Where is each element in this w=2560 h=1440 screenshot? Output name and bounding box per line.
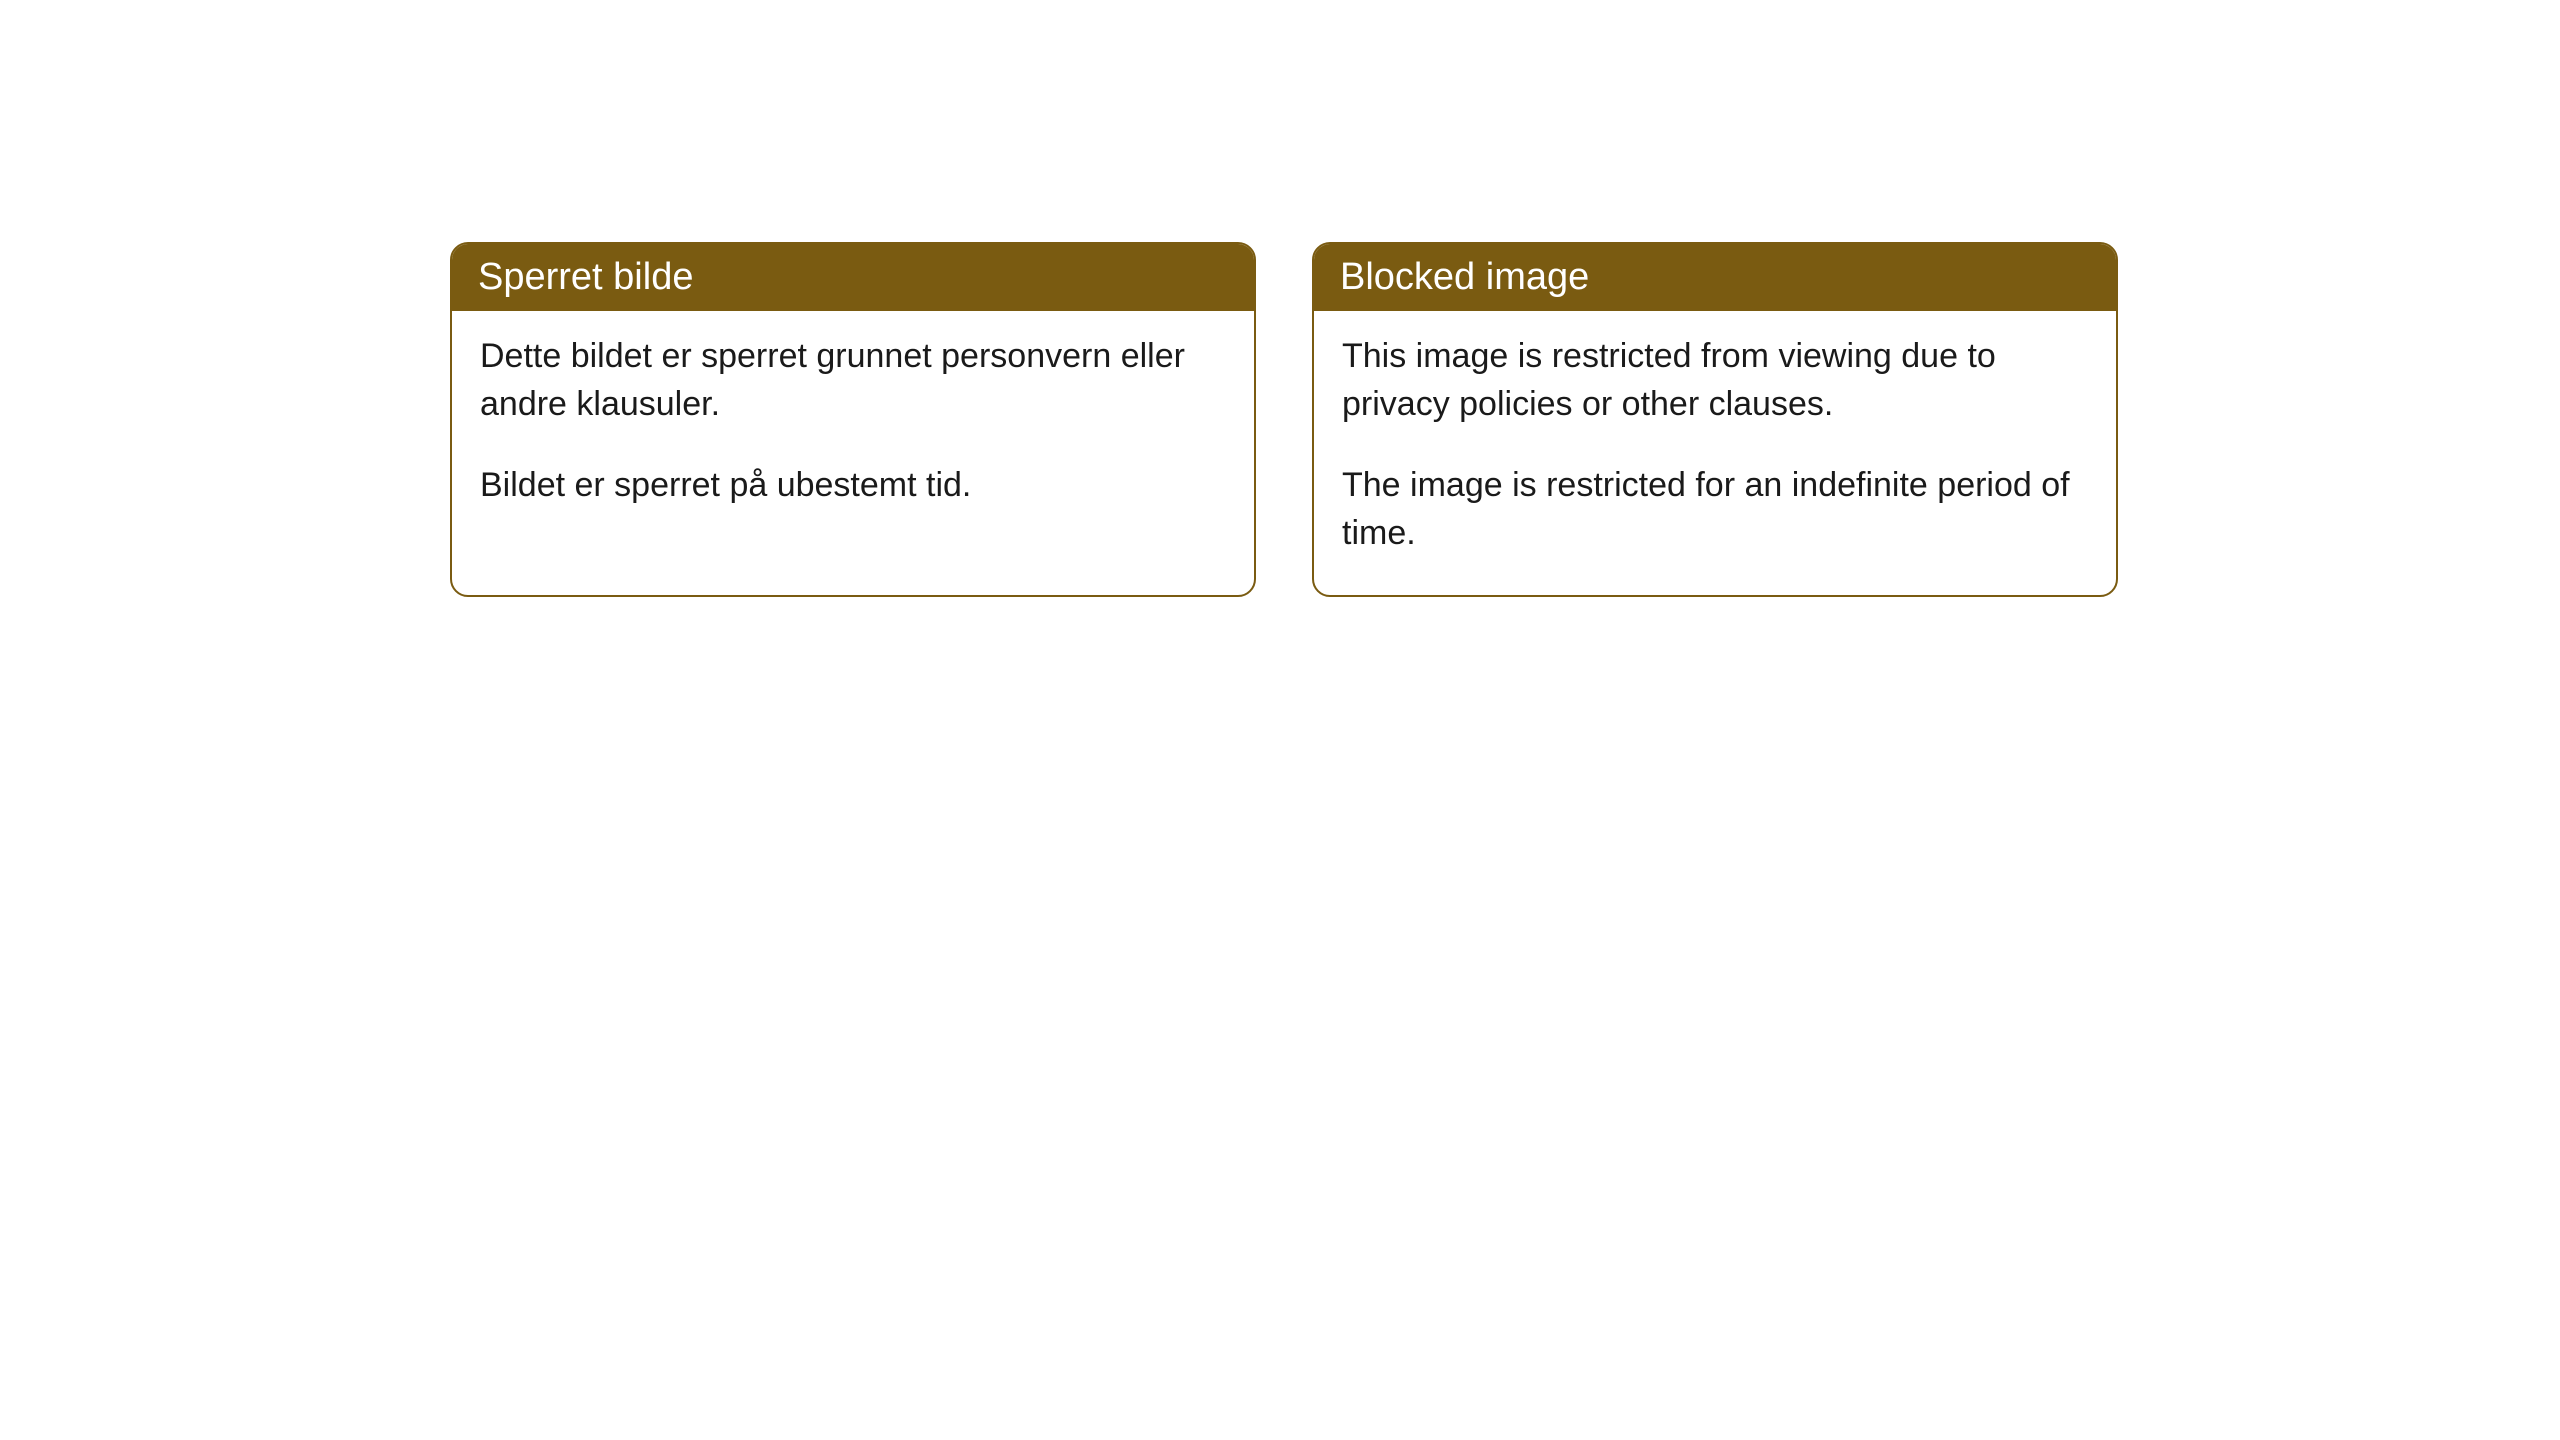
card-header: Sperret bilde: [452, 244, 1254, 311]
card-paragraph: The image is restricted for an indefinit…: [1342, 462, 2088, 557]
card-title: Sperret bilde: [478, 256, 693, 298]
blocked-image-card-norwegian: Sperret bilde Dette bildet er sperret gr…: [450, 242, 1256, 597]
card-body: This image is restricted from viewing du…: [1314, 311, 2116, 595]
cards-container: Sperret bilde Dette bildet er sperret gr…: [0, 0, 2560, 597]
card-paragraph: Dette bildet er sperret grunnet personve…: [480, 333, 1226, 428]
card-body: Dette bildet er sperret grunnet personve…: [452, 311, 1254, 548]
card-paragraph: Bildet er sperret på ubestemt tid.: [480, 462, 1226, 510]
blocked-image-card-english: Blocked image This image is restricted f…: [1312, 242, 2118, 597]
card-header: Blocked image: [1314, 244, 2116, 311]
card-title: Blocked image: [1340, 256, 1589, 298]
card-paragraph: This image is restricted from viewing du…: [1342, 333, 2088, 428]
